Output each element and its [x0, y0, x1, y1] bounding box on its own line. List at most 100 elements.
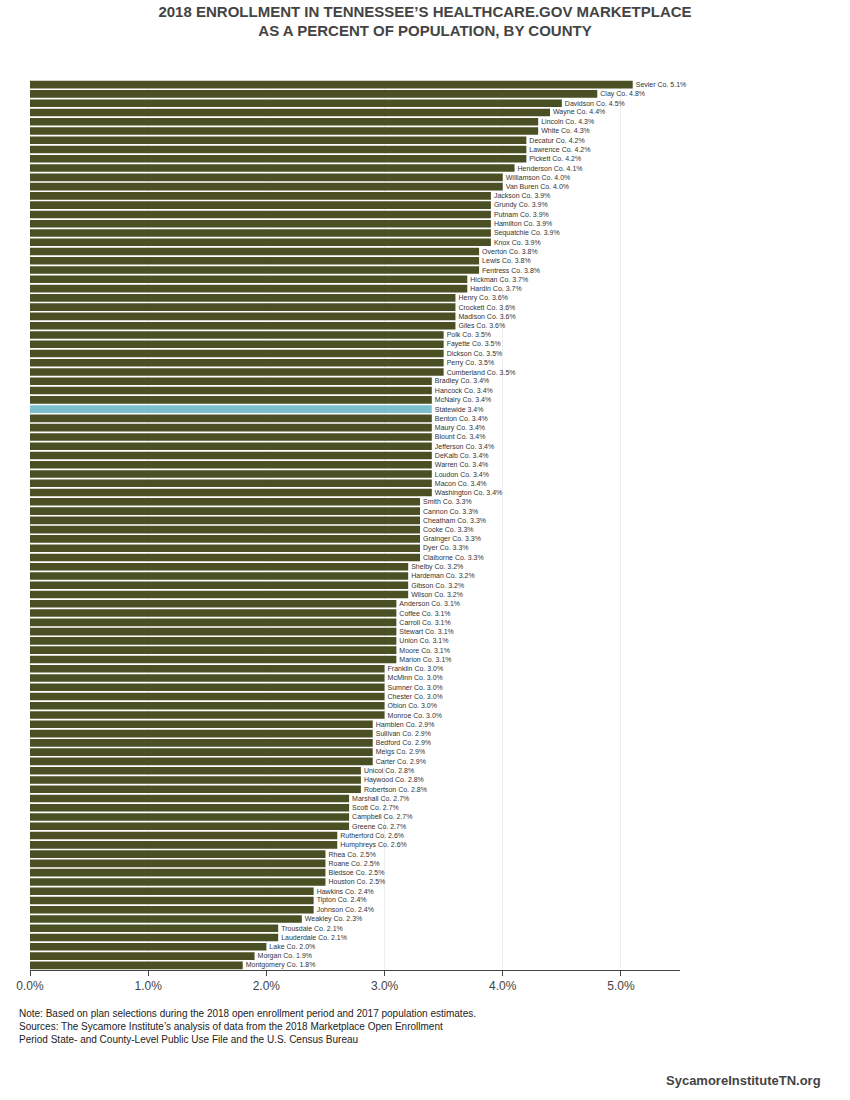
svg-text:DeKalb Co. 3.4%: DeKalb Co. 3.4% — [435, 452, 489, 459]
svg-text:Fayette Co. 3.5%: Fayette Co. 3.5% — [447, 340, 501, 348]
svg-text:Bedford Co. 2.9%: Bedford Co. 2.9% — [376, 739, 431, 746]
svg-text:Franklin Co. 3.0%: Franklin Co. 3.0% — [388, 665, 444, 672]
svg-text:Grundy Co. 3.9%: Grundy Co. 3.9% — [494, 201, 548, 209]
svg-text:Rutherford Co. 2.6%: Rutherford Co. 2.6% — [340, 832, 404, 839]
svg-text:Hickman Co. 3.7%: Hickman Co. 3.7% — [470, 276, 528, 283]
svg-text:Van Buren Co. 4.0%: Van Buren Co. 4.0% — [506, 183, 569, 190]
svg-text:Rhea Co. 2.5%: Rhea Co. 2.5% — [328, 851, 375, 858]
svg-text:Bradley Co. 3.4%: Bradley Co. 3.4% — [435, 377, 489, 385]
svg-text:Henderson Co. 4.1%: Henderson Co. 4.1% — [518, 165, 583, 172]
svg-text:Marshall Co. 2.7%: Marshall Co. 2.7% — [352, 795, 409, 802]
svg-text:Cheatham Co. 3.3%: Cheatham Co. 3.3% — [423, 517, 486, 524]
svg-text:Claiborne Co. 3.3%: Claiborne Co. 3.3% — [423, 554, 484, 561]
svg-text:Johnson Co. 2.4%: Johnson Co. 2.4% — [317, 906, 374, 913]
svg-text:Williamson Co. 4.0%: Williamson Co. 4.0% — [506, 174, 571, 181]
svg-text:Madison Co. 3.6%: Madison Co. 3.6% — [458, 313, 515, 320]
svg-text:Wayne Co. 4.4%: Wayne Co. 4.4% — [553, 108, 605, 116]
svg-text:Hardeman Co. 3.2%: Hardeman Co. 3.2% — [411, 572, 474, 579]
svg-text:Weakley Co. 2.3%: Weakley Co. 2.3% — [305, 915, 362, 923]
svg-text:Unicoi Co. 2.8%: Unicoi Co. 2.8% — [364, 767, 414, 774]
svg-text:Wilson Co. 3.2%: Wilson Co. 3.2% — [411, 591, 463, 598]
svg-text:1.0%: 1.0% — [135, 979, 163, 993]
svg-text:Dickson Co. 3.5%: Dickson Co. 3.5% — [447, 350, 503, 357]
svg-text:Grainger Co. 3.3%: Grainger Co. 3.3% — [423, 535, 481, 543]
svg-text:Statewide 3.4%: Statewide 3.4% — [435, 406, 484, 413]
svg-text:Henry Co. 3.6%: Henry Co. 3.6% — [458, 294, 507, 302]
svg-text:Chester Co. 3.0%: Chester Co. 3.0% — [388, 693, 443, 700]
svg-text:Gibson Co. 3.2%: Gibson Co. 3.2% — [411, 582, 464, 589]
svg-text:2018 ENROLLMENT IN TENNESSEE’S: 2018 ENROLLMENT IN TENNESSEE’S HEALTHCAR… — [158, 3, 691, 40]
svg-text:Union Co. 3.1%: Union Co. 3.1% — [399, 637, 448, 644]
svg-text:Fentress Co. 3.8%: Fentress Co. 3.8% — [482, 267, 540, 274]
svg-text:McMinn Co. 3.0%: McMinn Co. 3.0% — [388, 674, 443, 681]
svg-text:Morgan Co. 1.9%: Morgan Co. 1.9% — [258, 952, 312, 960]
svg-text:5.0%: 5.0% — [607, 979, 635, 993]
svg-text:Polk Co. 3.5%: Polk Co. 3.5% — [447, 331, 491, 338]
svg-text:Jefferson Co. 3.4%: Jefferson Co. 3.4% — [435, 443, 494, 450]
svg-text:Cannon Co. 3.3%: Cannon Co. 3.3% — [423, 508, 478, 515]
svg-text:Moore Co. 3.1%: Moore Co. 3.1% — [399, 647, 450, 654]
svg-text:Decatur Co. 4.2%: Decatur Co. 4.2% — [529, 137, 584, 144]
svg-text:Warren Co. 3.4%: Warren Co. 3.4% — [435, 461, 488, 468]
svg-text:Stewart Co. 3.1%: Stewart Co. 3.1% — [399, 628, 453, 635]
svg-text:Sumner Co. 3.0%: Sumner Co. 3.0% — [388, 684, 443, 691]
svg-text:Coffee Co. 3.1%: Coffee Co. 3.1% — [399, 610, 450, 617]
svg-text:SycamoreInstituteTN.org: SycamoreInstituteTN.org — [666, 1073, 821, 1088]
svg-text:Sullivan Co. 2.9%: Sullivan Co. 2.9% — [376, 730, 431, 737]
svg-text:Note: Based on plan selections: Note: Based on plan selections during th… — [19, 1008, 476, 1045]
svg-text:Campbell Co. 2.7%: Campbell Co. 2.7% — [352, 813, 412, 821]
svg-text:Crockett Co. 3.6%: Crockett Co. 3.6% — [458, 304, 515, 311]
svg-text:Cocke Co. 3.3%: Cocke Co. 3.3% — [423, 526, 474, 533]
svg-text:Macon Co. 3.4%: Macon Co. 3.4% — [435, 480, 487, 487]
svg-text:4.0%: 4.0% — [489, 979, 517, 993]
svg-text:Lewis Co. 3.8%: Lewis Co. 3.8% — [482, 257, 531, 264]
svg-text:Obion Co. 3.0%: Obion Co. 3.0% — [388, 702, 437, 709]
svg-text:Shelby Co. 3.2%: Shelby Co. 3.2% — [411, 563, 463, 571]
svg-text:Blount Co. 3.4%: Blount Co. 3.4% — [435, 433, 486, 440]
svg-text:Sequatchie Co. 3.9%: Sequatchie Co. 3.9% — [494, 229, 560, 237]
svg-text:Sevier Co. 5.1%: Sevier Co. 5.1% — [636, 81, 687, 88]
svg-text:0.0%: 0.0% — [16, 979, 44, 993]
svg-text:Giles Co. 3.6%: Giles Co. 3.6% — [458, 322, 505, 329]
svg-text:Robertson Co. 2.8%: Robertson Co. 2.8% — [364, 786, 427, 793]
svg-text:Perry Co. 3.5%: Perry Co. 3.5% — [447, 359, 494, 367]
svg-text:Trousdale Co. 2.1%: Trousdale Co. 2.1% — [281, 925, 343, 932]
svg-text:White Co. 4.3%: White Co. 4.3% — [541, 127, 590, 134]
svg-text:Hardin Co. 3.7%: Hardin Co. 3.7% — [470, 285, 521, 292]
svg-text:Dyer Co. 3.3%: Dyer Co. 3.3% — [423, 544, 469, 552]
svg-text:Scott Co. 2.7%: Scott Co. 2.7% — [352, 804, 399, 811]
svg-text:Houston Co. 2.5%: Houston Co. 2.5% — [328, 878, 385, 885]
svg-text:Smith Co. 3.3%: Smith Co. 3.3% — [423, 498, 472, 505]
svg-text:Hamilton Co. 3.9%: Hamilton Co. 3.9% — [494, 220, 552, 227]
svg-text:Hawkins Co. 2.4%: Hawkins Co. 2.4% — [317, 888, 374, 895]
svg-text:Roane Co. 2.5%: Roane Co. 2.5% — [328, 860, 379, 867]
svg-text:Carroll Co. 3.1%: Carroll Co. 3.1% — [399, 619, 450, 626]
svg-text:Carter Co. 2.9%: Carter Co. 2.9% — [376, 758, 426, 765]
svg-text:Montgomery Co. 1.8%: Montgomery Co. 1.8% — [246, 961, 316, 969]
svg-text:Washington Co. 3.4%: Washington Co. 3.4% — [435, 489, 502, 497]
svg-text:McNairy Co. 3.4%: McNairy Co. 3.4% — [435, 396, 491, 404]
svg-text:Marion Co. 3.1%: Marion Co. 3.1% — [399, 656, 451, 663]
svg-text:Lincoln Co. 4.3%: Lincoln Co. 4.3% — [541, 118, 594, 125]
svg-text:Lauderdale Co. 2.1%: Lauderdale Co. 2.1% — [281, 934, 347, 941]
svg-text:Humphreys Co. 2.6%: Humphreys Co. 2.6% — [340, 841, 407, 849]
svg-text:Greene Co. 2.7%: Greene Co. 2.7% — [352, 823, 406, 830]
svg-text:Haywood Co. 2.8%: Haywood Co. 2.8% — [364, 776, 424, 784]
svg-text:Hancock Co. 3.4%: Hancock Co. 3.4% — [435, 387, 493, 394]
svg-text:Lake Co. 2.0%: Lake Co. 2.0% — [269, 943, 315, 950]
svg-text:Jackson Co. 3.9%: Jackson Co. 3.9% — [494, 192, 550, 199]
svg-text:Anderson Co. 3.1%: Anderson Co. 3.1% — [399, 600, 460, 607]
svg-text:Bledsoe Co. 2.5%: Bledsoe Co. 2.5% — [328, 869, 384, 876]
svg-text:Maury Co. 3.4%: Maury Co. 3.4% — [435, 424, 485, 432]
svg-text:Davidson Co. 4.5%: Davidson Co. 4.5% — [565, 100, 625, 107]
svg-text:Tipton Co. 2.4%: Tipton Co. 2.4% — [317, 896, 367, 904]
svg-text:Benton Co. 3.4%: Benton Co. 3.4% — [435, 415, 488, 422]
svg-text:2.0%: 2.0% — [253, 979, 281, 993]
svg-text:Pickett Co. 4.2%: Pickett Co. 4.2% — [529, 155, 581, 162]
svg-text:Loudon Co. 3.4%: Loudon Co. 3.4% — [435, 471, 489, 478]
svg-text:Meigs Co. 2.9%: Meigs Co. 2.9% — [376, 748, 425, 756]
svg-text:Lawrence Co. 4.2%: Lawrence Co. 4.2% — [529, 146, 590, 153]
svg-text:3.0%: 3.0% — [371, 979, 399, 993]
svg-text:Hamblen Co. 2.9%: Hamblen Co. 2.9% — [376, 721, 435, 728]
svg-text:Putnam Co. 3.9%: Putnam Co. 3.9% — [494, 211, 549, 218]
